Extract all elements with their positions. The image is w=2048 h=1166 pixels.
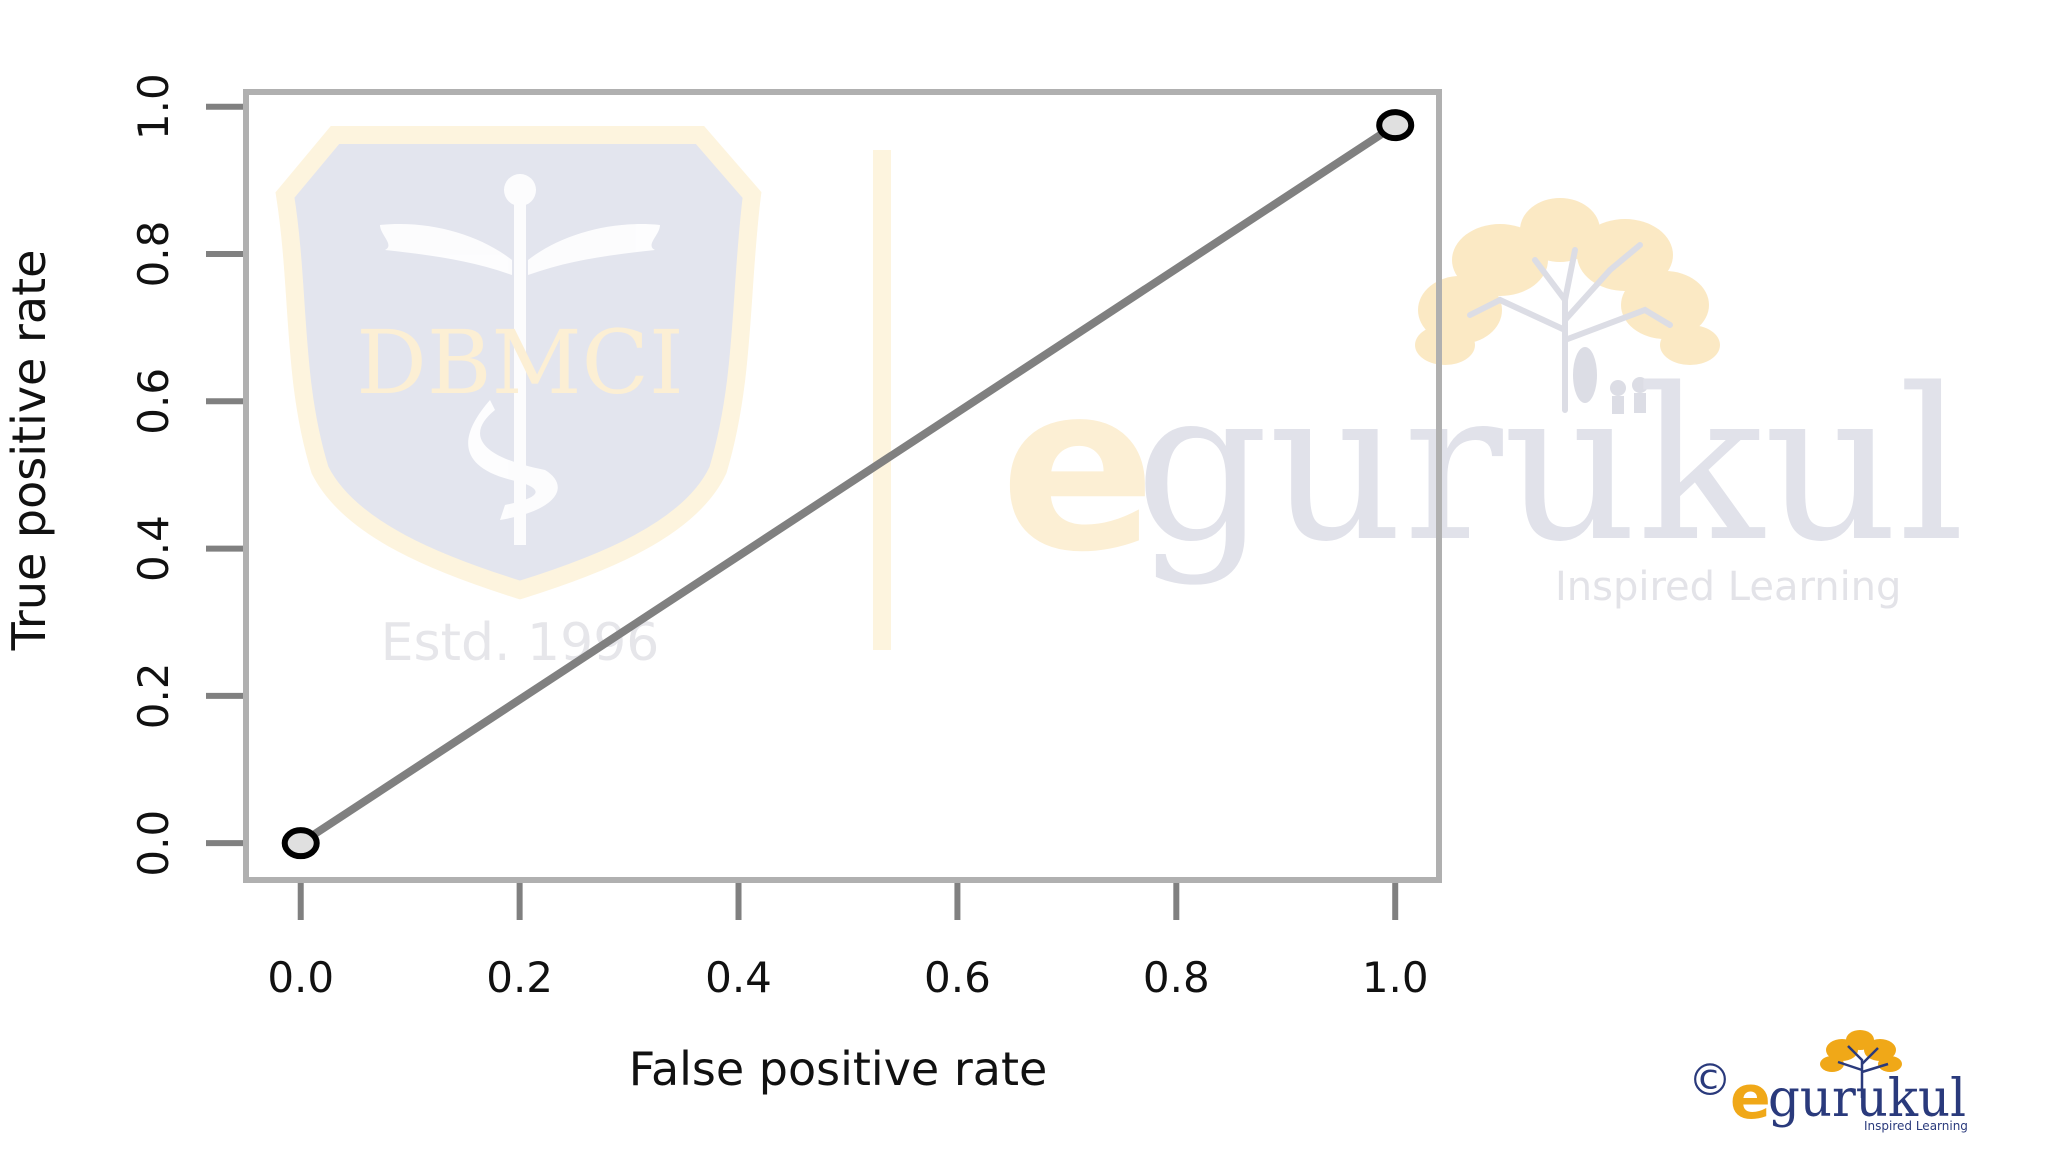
footer-logo-e: e: [1730, 1063, 1771, 1133]
y-axis-title: True positive rate: [2, 250, 56, 652]
roc-point: [281, 827, 320, 860]
roc-line: [296, 121, 1400, 848]
y-tick-label: 0.8: [129, 221, 178, 288]
x-tick-label: 0.4: [705, 953, 772, 1002]
egurukul-watermark-text: gurukul: [1135, 343, 1965, 588]
watermark-divider: [873, 150, 891, 650]
tree-watermark-icon: [1415, 198, 1720, 414]
y-tick-label: 0.4: [129, 515, 178, 582]
footer-logo-text: gurukul: [1768, 1069, 1966, 1129]
x-axis-title: False positive rate: [629, 1042, 1048, 1096]
egurukul-watermark-tagline: Inspired Learning: [1555, 564, 1901, 610]
series-layer: [281, 109, 1415, 860]
y-tick-label: 0.0: [129, 810, 178, 877]
caduceus-icon: [380, 174, 660, 545]
y-tick-label: 1.0: [129, 73, 178, 140]
egurukul-footer-logo: © e gurukul Inspired Learning: [1688, 1030, 1968, 1133]
watermark-layer: DBMCI Estd. 1996: [275, 126, 1965, 673]
x-tick-label: 0.6: [924, 953, 991, 1002]
x-axis: 0.0 0.2 0.4 0.6 0.8 1.0: [267, 883, 1429, 1002]
x-tick-label: 0.8: [1143, 953, 1210, 1002]
x-tick-label: 1.0: [1362, 953, 1429, 1002]
tree-icon: [1820, 1030, 1902, 1098]
estd-watermark-text: Estd. 1996: [381, 613, 660, 673]
egurukul-watermark-e: e: [1000, 336, 1156, 603]
x-tick-label: 0.2: [486, 953, 553, 1002]
dbmci-watermark-text: DBMCI: [356, 311, 683, 414]
y-axis: 0.0 0.2 0.4 0.6 0.8 1.0: [129, 73, 243, 877]
y-tick-label: 0.2: [129, 662, 178, 729]
y-tick-label: 0.6: [129, 368, 178, 435]
plot-frame: [243, 89, 1442, 883]
footer-logo-tagline: Inspired Learning: [1864, 1119, 1968, 1133]
x-tick-label: 0.0: [267, 953, 334, 1002]
copyright-symbol: ©: [1688, 1055, 1732, 1106]
roc-point: [1376, 109, 1415, 142]
